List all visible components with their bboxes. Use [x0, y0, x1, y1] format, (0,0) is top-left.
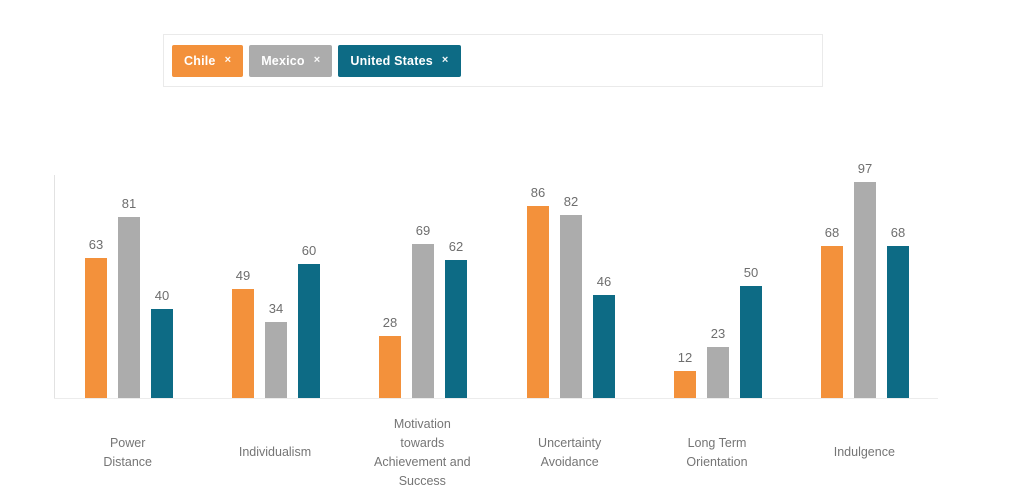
category-label-text: Power Distance [103, 435, 152, 469]
bar-value-label: 82 [563, 194, 579, 209]
bar-mexico-motivation-towards-achievement-and-success [412, 244, 434, 398]
country-tag-mexico[interactable]: Mexico × [249, 44, 333, 77]
country-tag-chile[interactable]: Chile × [172, 44, 244, 77]
remove-tag-icon[interactable]: × [441, 54, 449, 66]
bar-united-states-indulgence [887, 246, 909, 398]
bar-mexico-individualism [265, 322, 287, 398]
category-label-uncertainty-avoidance: Uncertainty Avoidance [496, 402, 643, 503]
bar-value-label: 81 [121, 196, 137, 211]
country-tag-label: United States [350, 53, 433, 68]
bar-united-states-power-distance [151, 309, 173, 398]
bar-value-label: 68 [890, 225, 906, 240]
bar-united-states-motivation-towards-achievement-and-success [445, 260, 467, 398]
bar-united-states-uncertainty-avoidance [593, 295, 615, 398]
category-label-text: Long Term Orientation [686, 435, 748, 469]
bar-value-label: 40 [154, 288, 170, 303]
bar-value-label: 68 [824, 225, 840, 240]
category-label-text: Uncertainty Avoidance [538, 435, 602, 469]
x-axis-line [54, 398, 938, 399]
category-label-individualism: Individualism [201, 402, 348, 503]
bar-chile-individualism [232, 289, 254, 398]
bar-chile-long-term-orientation [674, 371, 696, 398]
category-label-long-term-orientation: Long Term Orientation [643, 402, 790, 503]
category-label-text: Individualism [238, 445, 312, 459]
category-label-text: Motivation towards Achievement and Succe… [374, 416, 471, 488]
bar-value-label: 63 [88, 237, 104, 252]
country-tag-panel: Chile × Mexico × United States × [163, 34, 823, 87]
country-tag-label: Chile [184, 53, 216, 68]
bar-value-label: 23 [710, 326, 726, 341]
remove-tag-icon[interactable]: × [313, 54, 321, 66]
bar-value-label: 50 [743, 265, 759, 280]
category-label-motivation-towards-achievement-and-success: Motivation towards Achievement and Succe… [349, 402, 496, 503]
bar-value-label: 49 [235, 268, 251, 283]
bar-value-label: 46 [596, 274, 612, 289]
category-label-text: Indulgence [833, 445, 895, 459]
bar-chile-indulgence [821, 246, 843, 398]
bar-value-label: 69 [415, 223, 431, 238]
bar-mexico-long-term-orientation [707, 347, 729, 398]
bar-chile-motivation-towards-achievement-and-success [379, 336, 401, 398]
bar-united-states-long-term-orientation [740, 286, 762, 398]
bar-mexico-indulgence [854, 182, 876, 398]
bar-value-label: 86 [530, 185, 546, 200]
bar-value-label: 62 [448, 239, 464, 254]
bar-chile-uncertainty-avoidance [527, 206, 549, 398]
bar-mexico-uncertainty-avoidance [560, 215, 582, 398]
bar-mexico-power-distance [118, 217, 140, 398]
category-label-indulgence: Indulgence [791, 402, 938, 503]
bar-value-label: 34 [268, 301, 284, 316]
bar-chile-power-distance [85, 258, 107, 398]
bar-united-states-individualism [298, 264, 320, 398]
bar-value-label: 12 [677, 350, 693, 365]
category-label-power-distance: Power Distance [54, 402, 201, 503]
bar-value-label: 60 [301, 243, 317, 258]
remove-tag-icon[interactable]: × [224, 54, 232, 66]
y-axis-line [54, 175, 55, 398]
bar-value-label: 28 [382, 315, 398, 330]
country-tag-united-states[interactable]: United States × [338, 44, 461, 77]
bar-value-label: 97 [857, 161, 873, 176]
country-tag-label: Mexico [261, 53, 305, 68]
